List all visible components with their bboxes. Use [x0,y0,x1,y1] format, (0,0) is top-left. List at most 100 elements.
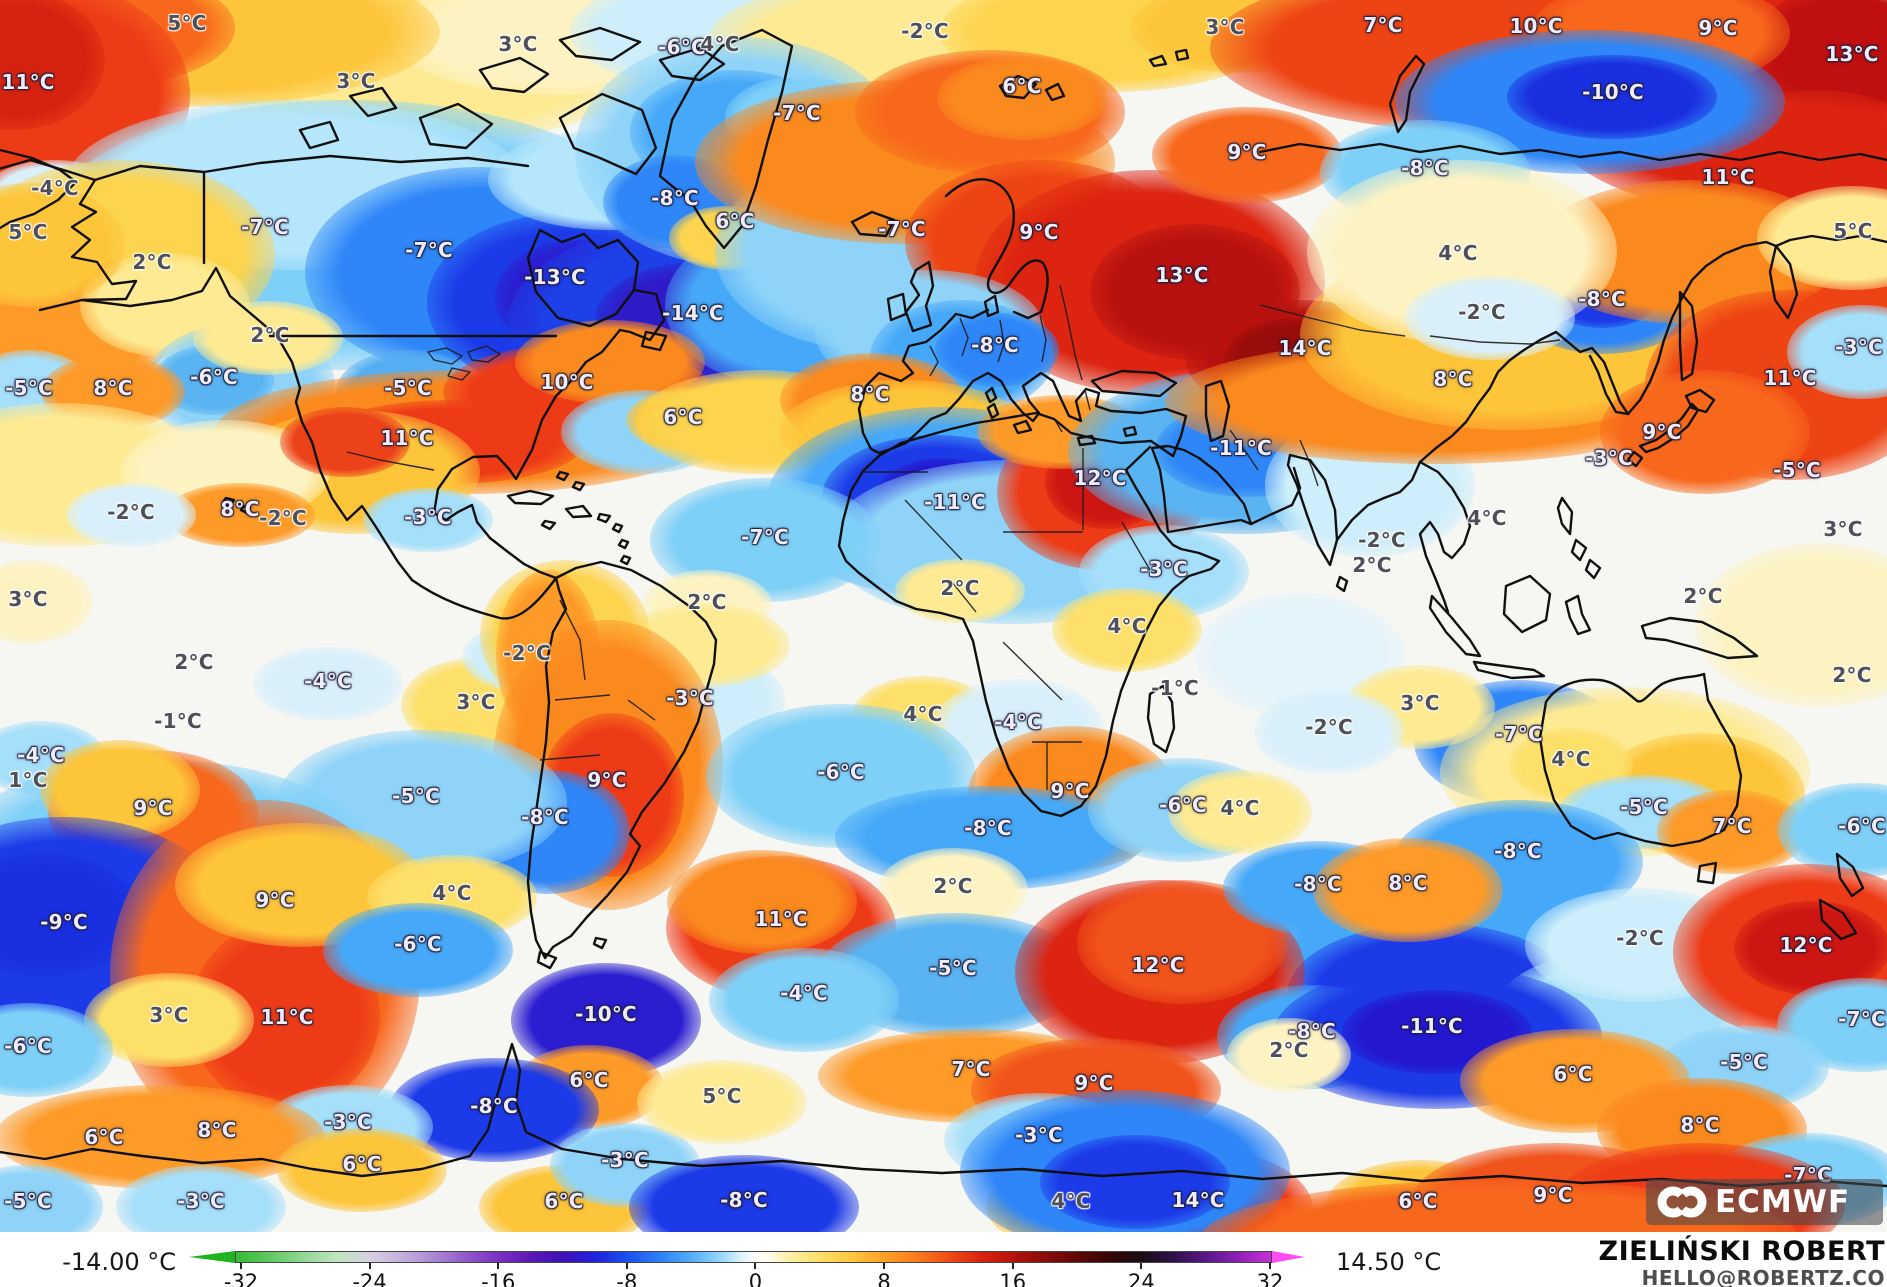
temperature-label: 12°C [1131,953,1185,977]
colorbar-gradient-bar [235,1251,1272,1263]
temperature-label: 2°C [250,323,290,347]
temperature-label: 3°C [456,690,496,714]
temperature-label: 7°C [1363,13,1403,37]
coast-caspian-sea [1204,379,1231,443]
ecmwf-logo: ECMWF [1646,1179,1883,1225]
temperature-label: -11°C [1401,1014,1463,1038]
colorbar-right-arrow [1272,1251,1305,1263]
temperature-label: -7°C [241,215,289,239]
temperature-label: 5°C [8,220,48,244]
colorbar-tick [625,1263,628,1269]
temperature-label: 8°C [220,497,260,521]
temperature-label: -5°C [929,956,977,980]
anomaly-blob [629,1155,859,1232]
anomaly-blob [1052,588,1202,672]
coast-madagascar [1146,684,1176,754]
coast-caribbean [506,470,632,566]
coast-newfoundland [640,330,668,352]
temperature-label: 6°C [1553,1062,1593,1086]
coast-iran-pakistan [1249,466,1302,526]
temperature-label: 3°C [1205,15,1245,39]
temperature-label: 4°C [432,881,472,905]
temperature-label: 4°C [700,32,740,56]
temperature-label: 9°C [1050,779,1090,803]
temperature-label: 9°C [1227,140,1267,164]
anomaly-blob [1313,838,1503,942]
temperature-label: 8°C [850,382,890,406]
temperature-label: 3°C [149,1003,189,1027]
temperature-label: 14°C [1171,1188,1225,1212]
temperature-label: -3°C [601,1148,649,1172]
temperature-label: 9°C [1642,420,1682,444]
temperature-label: 9°C [133,796,173,820]
temperature-label: 9°C [1533,1183,1573,1207]
temperature-label: 2°C [1832,663,1872,687]
temperature-label: -8°C [1401,156,1449,180]
temperature-label: 11°C [260,1005,314,1029]
temperature-label: -5°C [4,1189,52,1213]
ecmwf-logo-icon [1657,1186,1707,1218]
coast-british-isles [886,260,935,333]
temperature-label: 1°C [8,768,48,792]
coast-new-guinea [1640,616,1759,660]
temperature-label: 6°C [715,209,755,233]
colorbar-tick-label: 24 [1127,1270,1155,1287]
temperature-label: 3°C [1823,517,1863,541]
temperature-label: 2°C [687,590,727,614]
temperature-label: 2°C [174,650,214,674]
temperature-label: -5°C [5,376,53,400]
temperature-label: 13°C [1825,42,1879,66]
anomaly-blob [709,948,899,1052]
colorbar-tick [754,1263,757,1269]
borders-south-america [539,599,656,761]
temperature-label: 12°C [1779,933,1833,957]
temperature-label: 10°C [1509,14,1563,38]
temperature-label: 7°C [1712,814,1752,838]
temperature-label: -8°C [971,333,1019,357]
temperature-label: -9°C [40,910,88,934]
temperature-label: -8°C [651,186,699,210]
temperature-label: 8°C [1433,367,1473,391]
temperature-label: 14°C [1278,336,1332,360]
temperature-label: -6°C [817,760,865,784]
temperature-label: 4°C [903,702,943,726]
temperature-label: -1°C [154,709,202,733]
temperature-label: 2°C [1352,553,1392,577]
temperature-label: 4°C [1467,506,1507,530]
coast-iceland [850,210,896,238]
temperature-label: -5°C [1773,458,1821,482]
temperature-label: -2°C [1305,715,1353,739]
coast-black-sea [1090,369,1178,398]
temperature-label: 13°C [1155,263,1209,287]
temperature-label: -14°C [662,301,724,325]
anomaly-blob [323,903,513,997]
temperature-label: 2°C [933,874,973,898]
coast-mexico-west [410,576,558,620]
temperature-label: 5°C [1833,219,1873,243]
temperature-label: -3°C [404,505,452,529]
temperature-label: 2°C [1683,584,1723,608]
temperature-label: -2°C [1458,300,1506,324]
anomaly-blob [1507,55,1717,139]
temperature-label: -8°C [1288,1019,1336,1043]
temperature-label: -8°C [1494,839,1542,863]
temperature-label: 5°C [702,1084,742,1108]
temperature-label: -5°C [384,376,432,400]
temperature-label: 11°C [754,907,808,931]
temperature-label: -6°C [658,35,706,59]
coast-india [1286,453,1349,593]
temperature-label: 9°C [587,768,627,792]
temperature-label: 3°C [336,69,376,93]
temperature-label: 8°C [1680,1113,1720,1137]
temperature-label: 4°C [1438,241,1478,265]
temperature-label: 2°C [1269,1038,1309,1062]
border-great-lakes [427,345,501,381]
temperature-label: 8°C [93,376,133,400]
temperature-label: -2°C [259,506,307,530]
temperature-label: 6°C [1002,74,1042,98]
temperature-label: -6°C [4,1034,52,1058]
colorbar-tick-label: -8 [616,1270,638,1287]
temperature-label: -3°C [324,1110,372,1134]
coast-us-east-gulf [432,328,622,580]
